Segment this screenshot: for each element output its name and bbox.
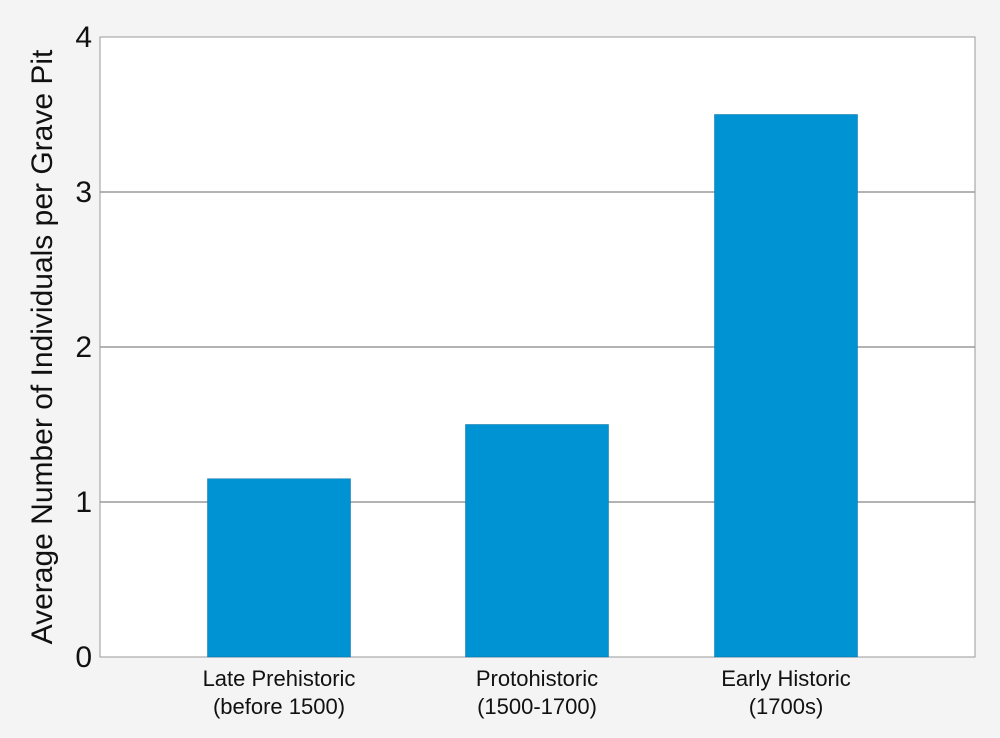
y-tick-label: 2 bbox=[75, 331, 92, 364]
bar bbox=[207, 478, 351, 658]
x-category-label: Late Prehistoric bbox=[203, 666, 356, 691]
x-category-label: Early Historic bbox=[721, 666, 851, 691]
x-axis-categories: Late Prehistoric (before 1500) Protohistor… bbox=[203, 666, 851, 719]
x-category-label: Protohistoric bbox=[476, 666, 598, 691]
bar bbox=[465, 424, 609, 658]
y-axis-ticks: 0 1 2 3 4 bbox=[75, 21, 92, 674]
y-tick-label: 3 bbox=[75, 176, 92, 209]
x-category-sublabel: (1700s) bbox=[749, 694, 824, 719]
y-tick-label: 0 bbox=[75, 641, 92, 674]
bar bbox=[714, 114, 858, 658]
x-category-sublabel: (1500-1700) bbox=[477, 694, 597, 719]
x-category-sublabel: (before 1500) bbox=[213, 694, 345, 719]
y-axis-title: Average Number of Individuals per Grave … bbox=[26, 49, 59, 644]
y-tick-label: 1 bbox=[75, 486, 92, 519]
y-tick-label: 4 bbox=[75, 21, 92, 54]
bars bbox=[207, 114, 858, 658]
